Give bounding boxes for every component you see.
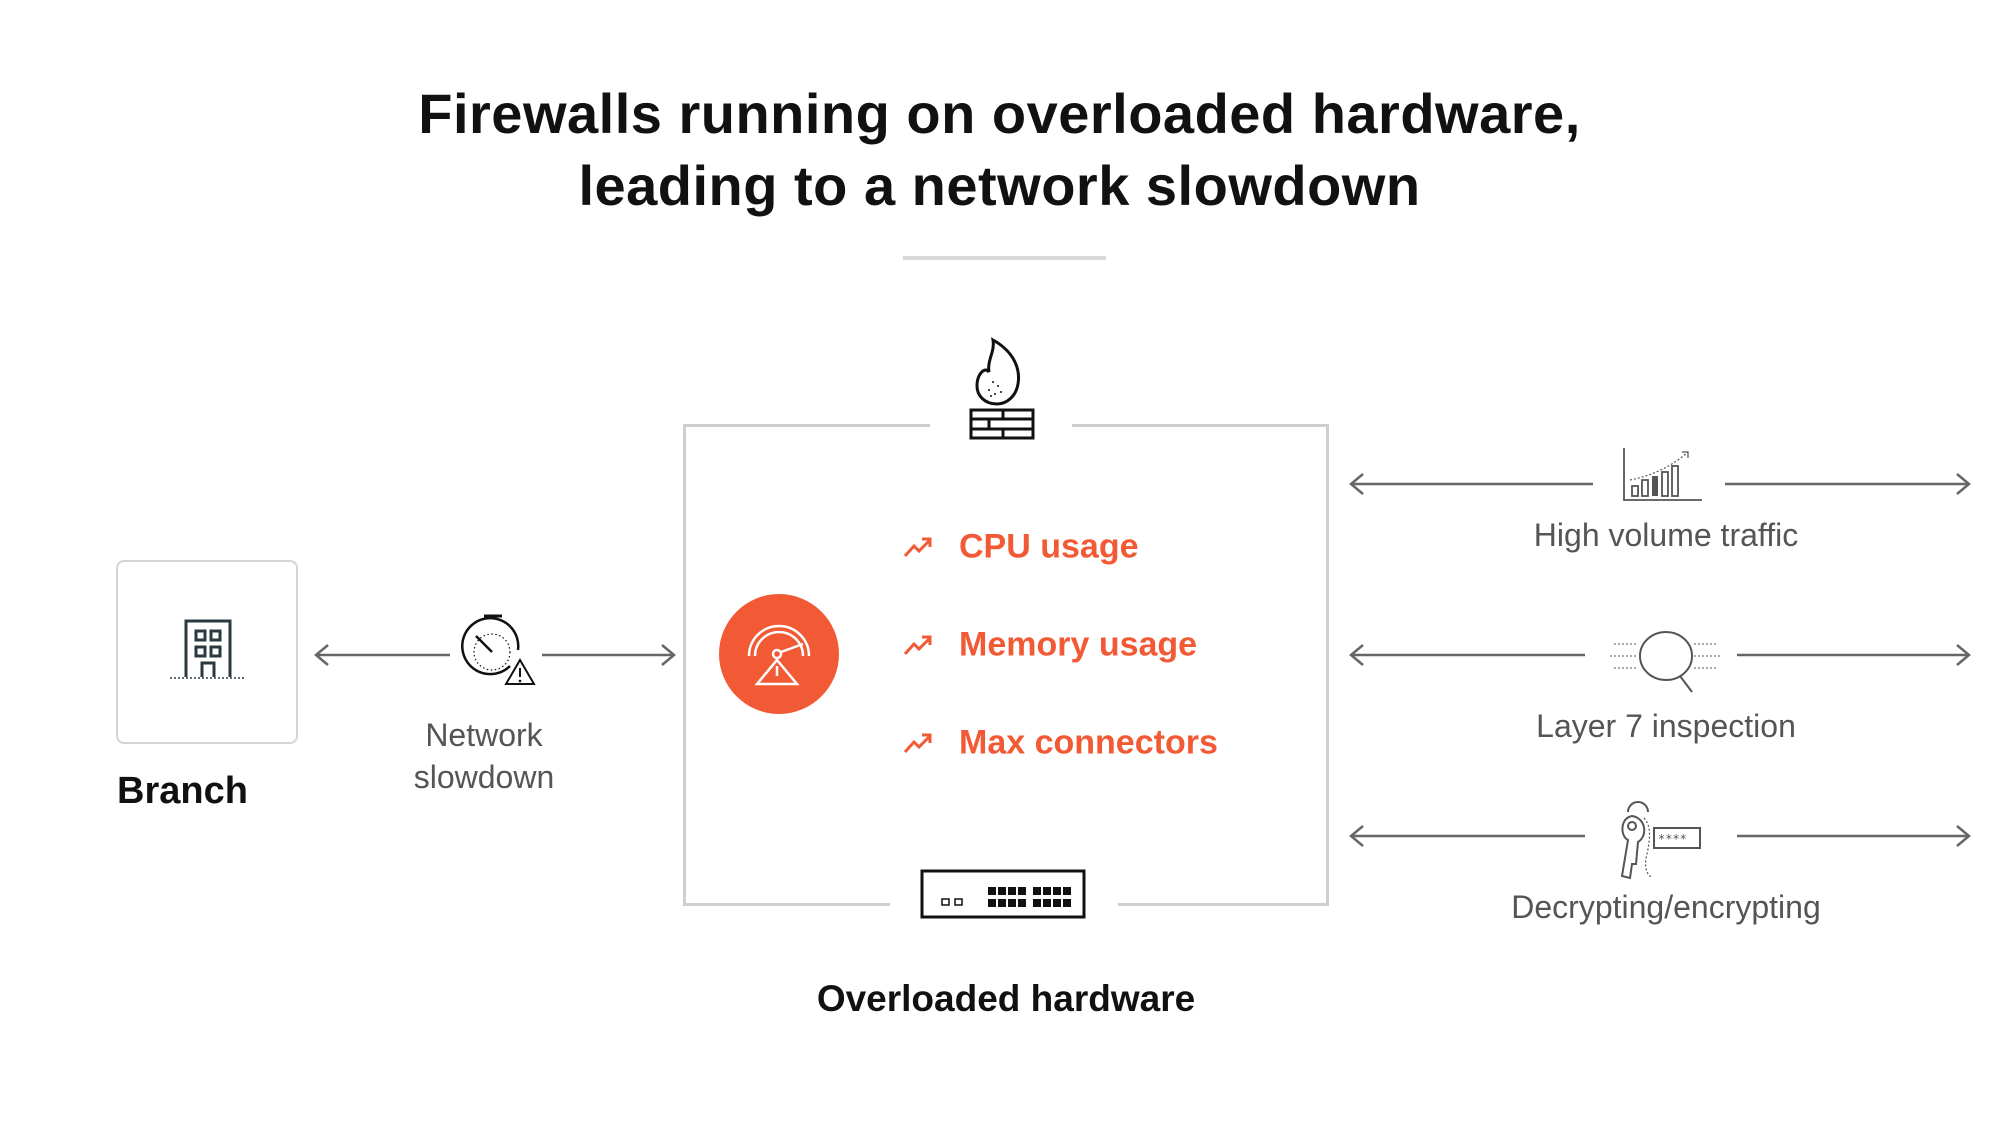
overloaded-hardware-label: Overloaded hardware <box>816 978 1196 1019</box>
trending-up-icon <box>903 537 932 558</box>
inspection-arrow <box>1349 644 1971 666</box>
building-icon <box>170 619 246 679</box>
traffic-arrow <box>1349 473 1971 495</box>
network-switch-icon <box>920 869 1086 919</box>
trending-up-icon <box>903 635 932 656</box>
branch-hardware-arrow <box>314 644 676 666</box>
metric-max-connectors: Max connectors <box>959 723 1218 762</box>
title-divider <box>903 256 1106 260</box>
load-layer-7-inspection: Layer 7 inspection <box>1536 708 1796 744</box>
gauge-warning-icon <box>719 594 839 714</box>
magnifier-icon <box>1610 631 1720 693</box>
svg-text:****: **** <box>1658 832 1687 846</box>
metric-cpu-usage: CPU usage <box>959 527 1139 566</box>
key-password-icon: **** <box>1620 801 1701 880</box>
branch-box <box>116 560 298 744</box>
load-decrypting-encrypting: Decrypting/encrypting <box>1511 889 1821 925</box>
page-title: Firewalls running on overloaded hardware… <box>418 82 1581 217</box>
stopwatch-warning-icon <box>461 614 536 685</box>
encryption-arrow <box>1349 825 1971 847</box>
network-slowdown-label: Network slowdown <box>413 717 555 795</box>
firewall-flame-icon <box>969 337 1035 440</box>
bar-chart-growth-icon <box>1623 448 1702 501</box>
trending-up-icon <box>903 733 932 754</box>
load-high-volume-traffic: High volume traffic <box>1533 517 1799 553</box>
branch-label: Branch <box>117 770 248 812</box>
metric-memory-usage: Memory usage <box>959 625 1198 664</box>
